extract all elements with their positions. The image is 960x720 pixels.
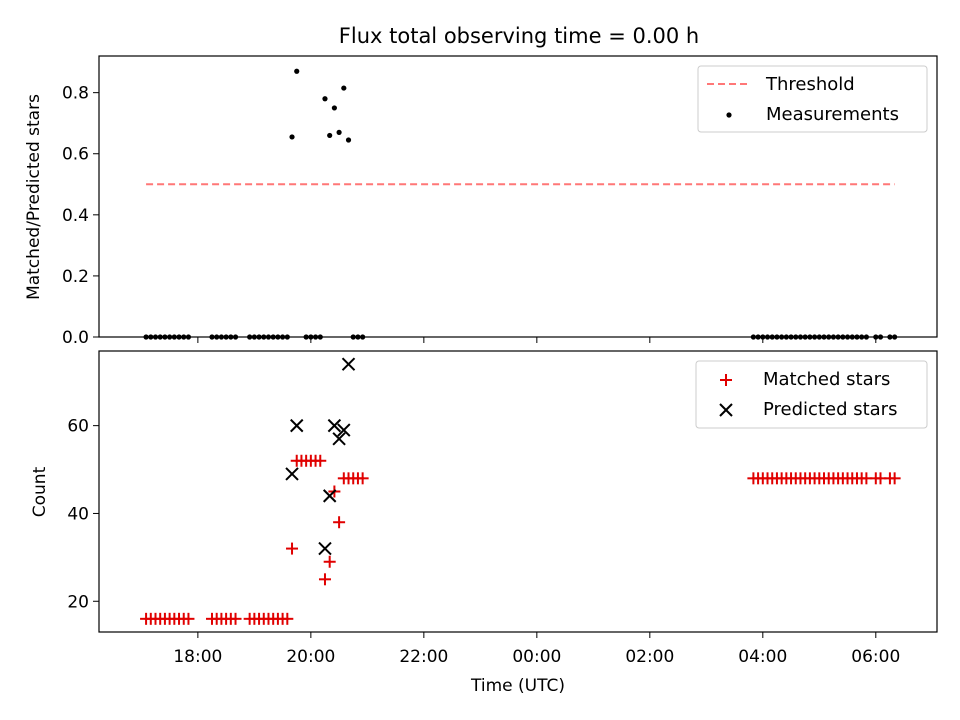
bottom-legend-box <box>695 360 928 429</box>
measurement-point <box>331 105 337 111</box>
x-tick-label: 22:00 <box>399 647 448 667</box>
y-tick-label: 40 <box>67 504 89 524</box>
x-tick-label: 06:00 <box>851 647 900 667</box>
y-tick-label: 0.6 <box>62 145 89 165</box>
bottom-x-ticks: 18:00 20:00 22:00 00:00 02:00 04:00 06:00 <box>173 632 900 667</box>
x-tick-label: 18:00 <box>173 647 222 667</box>
measurement-point <box>341 85 347 91</box>
predicted-point <box>322 489 337 503</box>
measurement-point <box>327 132 333 139</box>
chart-title: Flux total observing time = 0.00 h <box>339 24 699 48</box>
predicted-point <box>285 467 299 481</box>
matched-point <box>888 472 901 485</box>
predicted-point <box>327 418 342 433</box>
predicted-point <box>337 423 351 437</box>
top-legend-box <box>697 65 928 133</box>
legend-matched-label: Matched stars <box>763 369 890 390</box>
bottom-y-axis-label: Count <box>30 466 50 517</box>
x-tick-label: 00:00 <box>512 647 561 667</box>
x-tick-label: 20:00 <box>286 647 335 667</box>
bottom-y-ticks: 20 40 60 <box>67 417 99 612</box>
measurement-point <box>336 129 342 135</box>
matched-series <box>140 454 901 625</box>
legend-measurements-label: Measurements <box>766 104 899 125</box>
matched-point <box>356 472 369 485</box>
matched-point <box>182 612 195 625</box>
legend-threshold-label: Threshold <box>765 74 855 95</box>
y-tick-label: 20 <box>67 592 89 612</box>
measurement-point <box>322 96 328 102</box>
predicted-point <box>318 541 332 556</box>
x-tick-label: 04:00 <box>738 647 787 667</box>
y-tick-label: 0.0 <box>62 328 89 348</box>
x-axis-label: Time (UTC) <box>470 676 565 696</box>
measurements-legend-swatch <box>726 112 732 118</box>
y-tick-label: 0.2 <box>62 267 89 287</box>
predicted-point <box>290 418 304 433</box>
matched-point <box>323 555 336 568</box>
bottom-axes: 20 40 60 18:00 20:00 22:00 00:00 02:00 04:00 06:… <box>30 350 938 696</box>
x-tick-label: 02:00 <box>625 647 674 667</box>
measurement-point <box>294 68 300 74</box>
matched-point <box>318 573 331 586</box>
matched-legend-swatch <box>720 374 732 386</box>
top-y-axis-label: Matched/Predicted stars <box>24 94 44 300</box>
measurement-point <box>345 137 352 143</box>
predicted-series <box>285 357 356 556</box>
predicted-legend-swatch <box>719 403 733 417</box>
y-tick-label: 60 <box>67 417 89 437</box>
matched-point <box>333 516 346 529</box>
bottom-legend: Matched stars Predicted stars <box>695 360 928 429</box>
top-y-ticks: 0.0 0.2 0.4 0.6 0.8 <box>62 84 99 348</box>
top-legend: Threshold Measurements <box>697 65 928 133</box>
measurement-point <box>289 134 295 140</box>
matched-point <box>314 454 327 467</box>
top-axes-frame <box>98 55 938 338</box>
matched-point <box>286 542 299 555</box>
predicted-point <box>332 432 346 446</box>
y-tick-label: 0.8 <box>62 84 89 104</box>
legend-predicted-label: Predicted stars <box>763 399 897 420</box>
matched-point <box>229 612 242 625</box>
predicted-point <box>341 357 356 371</box>
top-axes: 0.00.20.40.60.8 Matched/Predicted stars … <box>24 55 938 348</box>
matched-point <box>281 612 294 625</box>
y-tick-label: 0.4 <box>62 206 89 226</box>
bottom-axes-frame <box>98 350 938 633</box>
